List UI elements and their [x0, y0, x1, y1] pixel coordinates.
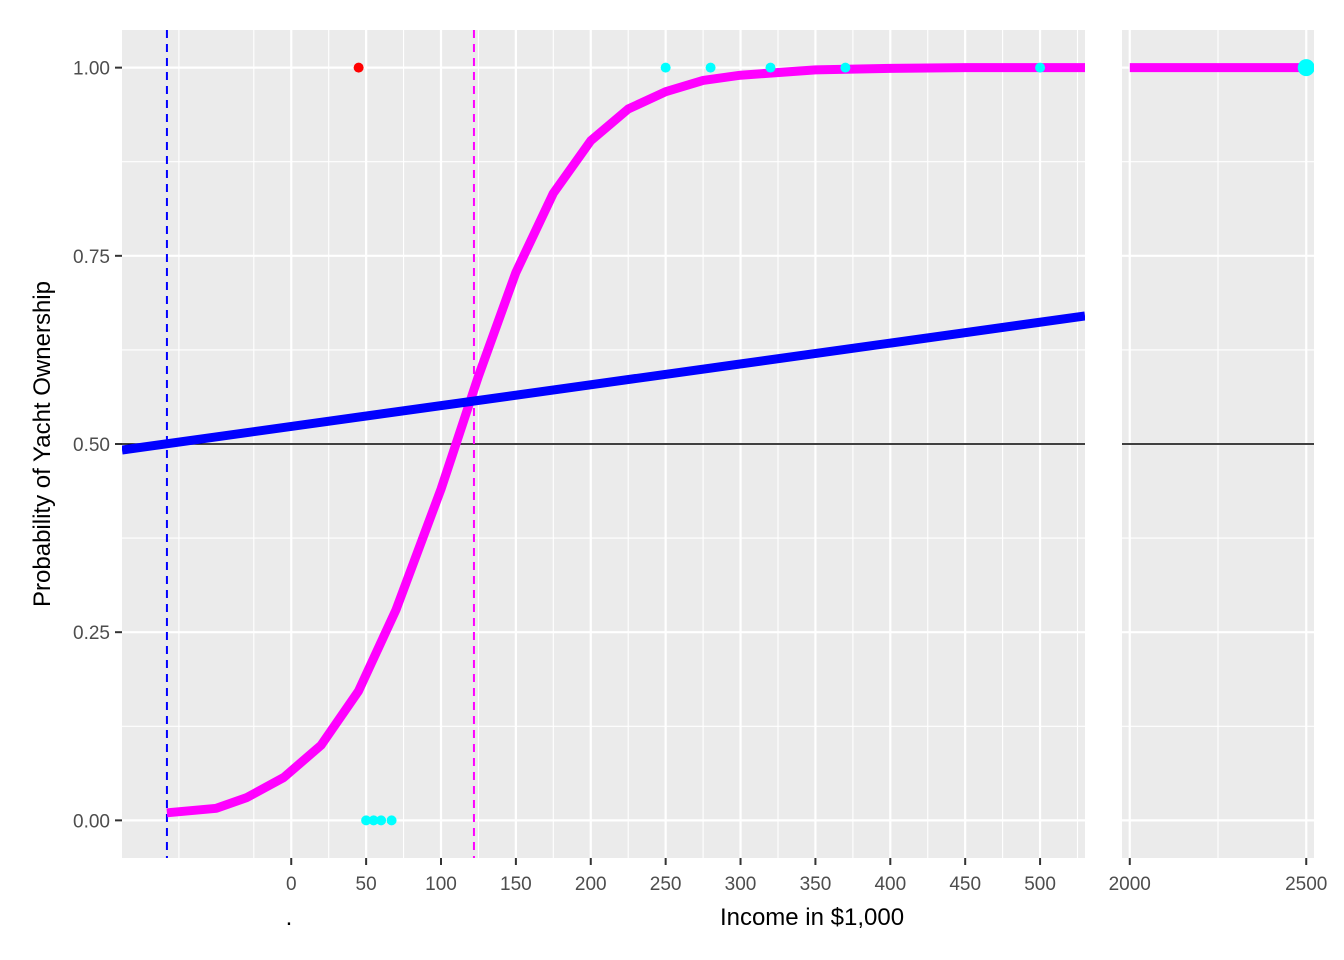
y-tick-label: 0.00 — [73, 811, 110, 832]
y-axis: 0.00 0.25 0.50 0.75 1.00 — [73, 59, 122, 832]
x-axis-title: Income in $1,000 — [720, 904, 904, 931]
y-tick-label: 0.75 — [73, 247, 110, 268]
main-panel — [122, 30, 1085, 858]
x-tick-label: 150 — [500, 874, 532, 895]
x-tick-label: 2500 — [1285, 874, 1327, 895]
data-point — [353, 62, 364, 73]
x-tick-label: 2000 — [1109, 874, 1151, 895]
x-tick-label: 100 — [425, 874, 457, 895]
x-tick-label: 50 — [356, 874, 377, 895]
y-tick-label: 1.00 — [73, 59, 110, 80]
x-tick-label: 250 — [650, 874, 682, 895]
data-point — [1297, 59, 1314, 77]
x-axis: 0 50 100 150 200 250 300 350 400 450 500 2000 2500 — [286, 858, 1327, 895]
outlier-panel — [1122, 30, 1314, 858]
data-point — [840, 62, 851, 73]
y-tick-label: 0.50 — [73, 435, 110, 456]
data-point — [368, 815, 379, 826]
data-point — [660, 62, 671, 73]
x-tick-label: 0 — [286, 874, 297, 895]
x-caption: . — [286, 904, 293, 931]
logistic-fit-line — [166, 63, 1085, 818]
x-tick-label: 400 — [874, 874, 906, 895]
x-tick-label: 300 — [725, 874, 757, 895]
data-point — [386, 815, 397, 826]
data-point — [376, 815, 387, 826]
y-axis-title: Probability of Yacht Ownership — [29, 281, 56, 607]
data-point — [361, 815, 372, 826]
x-tick-label: 200 — [575, 874, 607, 895]
x-tick-label: 450 — [949, 874, 981, 895]
data-point — [1035, 62, 1046, 73]
linear-fit-line — [122, 311, 1085, 455]
x-tick-label: 350 — [800, 874, 832, 895]
data-point — [765, 62, 776, 73]
data-point — [705, 62, 716, 73]
x-tick-label: 500 — [1024, 874, 1056, 895]
y-tick-label: 0.25 — [73, 623, 110, 644]
